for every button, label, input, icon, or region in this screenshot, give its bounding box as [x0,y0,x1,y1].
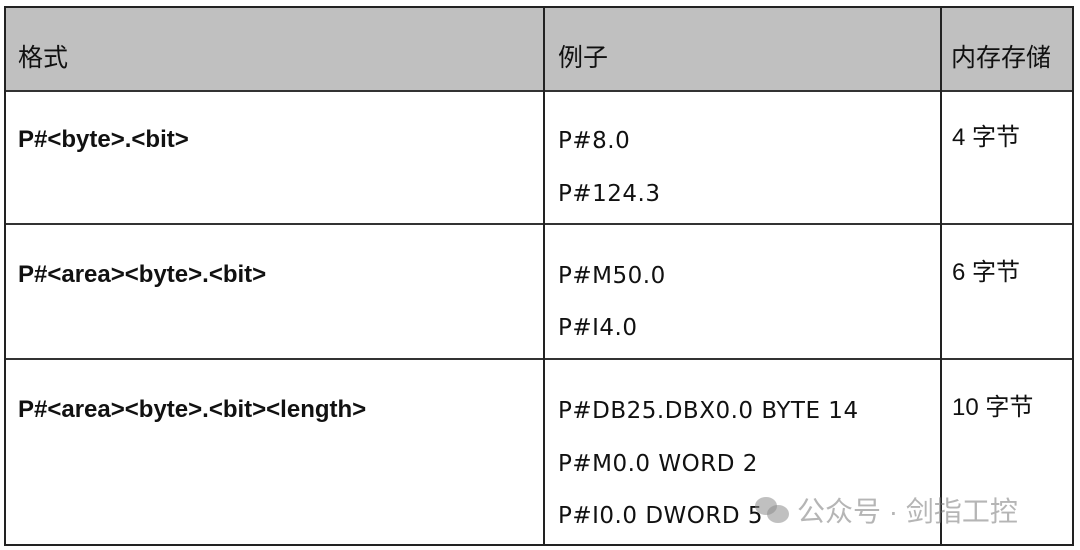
row-divider [6,358,1072,360]
header-example: 例子 [558,44,609,72]
example-cell: P#I0.0 DWORD 5 [558,503,764,529]
example-cell: P#124.3 [558,181,661,207]
storage-cell: 10 字节 [952,394,1034,421]
watermark-text: 公众号 · 剑指工控 [797,496,1018,527]
wechat-icon [755,495,791,525]
example-cell: P#M50.0 [558,263,666,289]
format-cell: P#<byte>.<bit> [18,126,189,153]
example-cell: P#M0.0 WORD 2 [558,451,758,477]
header-storage: 内存存储 [951,44,1052,72]
column-divider [543,8,545,544]
format-cell: P#<area><byte>.<bit> [18,261,267,288]
header-format: 格式 [18,44,69,72]
example-cell: P#8.0 [558,128,631,154]
format-cell: P#<area><byte>.<bit><length> [18,396,367,423]
storage-cell: 6 字节 [952,259,1021,286]
watermark: 公众号 · 剑指工控 [755,490,1018,530]
row-divider [6,223,1072,225]
table-header-row [6,8,1072,92]
example-cell: P#DB25.DBX0.0 BYTE 14 [558,398,859,424]
example-cell: P#I4.0 [558,315,638,341]
storage-cell: 4 字节 [952,124,1021,151]
pointer-format-table [4,6,1074,546]
column-divider [940,8,942,544]
